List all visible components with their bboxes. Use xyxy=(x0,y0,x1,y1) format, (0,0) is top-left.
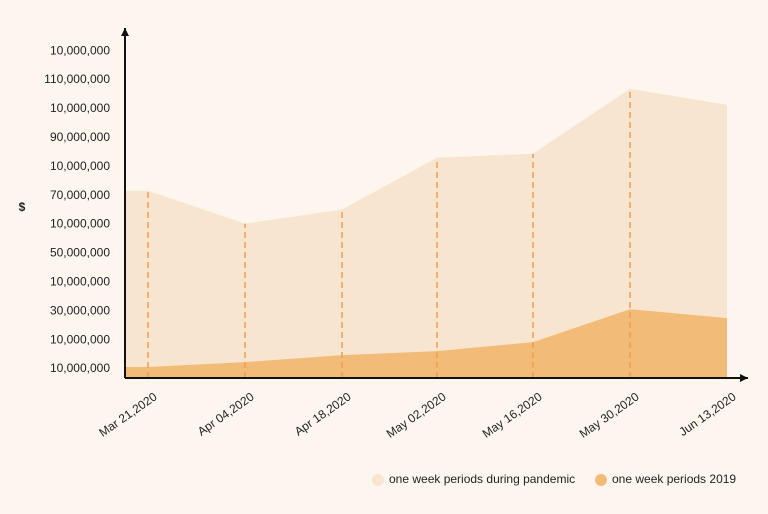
y-tick-label: 70,000,000 xyxy=(50,188,110,202)
y-tick-label: 10,000,000 xyxy=(50,159,110,173)
y-tick-label: 10,000,000 xyxy=(50,332,110,346)
y-tick-label: 90,000,000 xyxy=(50,130,110,144)
y-tick-label: 10,000,000 xyxy=(50,101,110,115)
legend-label: one week periods during pandemic xyxy=(389,472,575,486)
area xyxy=(125,309,727,378)
area xyxy=(125,88,727,378)
y-tick-label: 10,000,000 xyxy=(50,361,110,375)
legend-marker xyxy=(372,474,384,486)
legend-label: one week periods 2019 xyxy=(612,472,736,486)
y-axis-label: $ xyxy=(19,200,26,214)
x-arrow xyxy=(740,374,748,382)
legend-marker xyxy=(595,474,607,486)
y-tick-label: 10,000,000 xyxy=(50,217,110,231)
y-tick-label: 10,000,000 xyxy=(50,43,110,57)
y-tick-label: 10,000,000 xyxy=(50,275,110,289)
y-arrow xyxy=(121,28,129,36)
y-tick-label: 30,000,000 xyxy=(50,303,110,317)
y-tick-label: 110,000,000 xyxy=(44,72,110,86)
y-tick-label: 50,000,000 xyxy=(50,246,110,260)
